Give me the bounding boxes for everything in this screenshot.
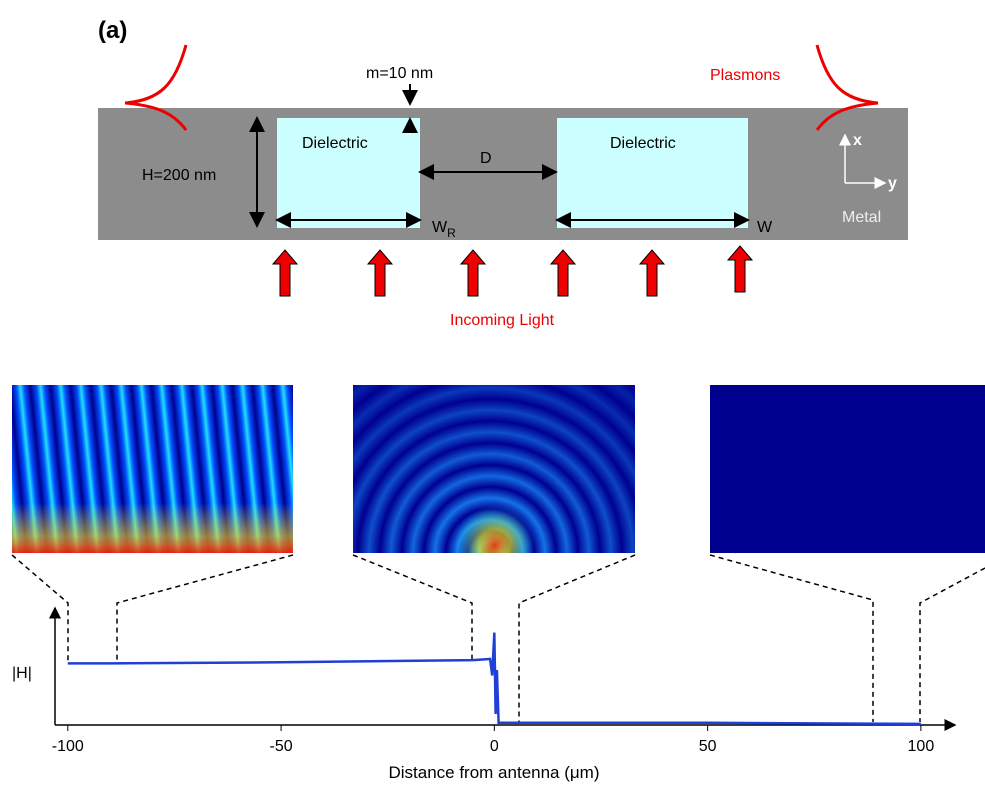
light-arrow: [461, 250, 485, 296]
width-r-sub: R: [447, 226, 456, 240]
metal-slab: [98, 108, 908, 240]
figure: (a) Plasmons m=10 nm H=200 nm Dielectric…: [0, 0, 985, 782]
panel-label: (a): [98, 17, 127, 44]
height-label: H=200 nm: [142, 167, 216, 184]
zoom-line: [920, 568, 985, 722]
y-axis-label: |H|: [12, 665, 32, 682]
data-line: [68, 633, 921, 724]
plasmons-label: Plasmons: [710, 67, 780, 84]
field-map-overlay: [12, 385, 293, 553]
light-label: Incoming Light: [450, 312, 555, 329]
zoom-line: [710, 555, 873, 722]
axis-x-label: x: [853, 132, 862, 149]
dielectric-label: Dielectric: [302, 135, 368, 152]
field-map-overlay: [353, 385, 635, 553]
x-axis-label: Distance from antenna (μm): [388, 763, 599, 782]
zoom-line: [12, 555, 68, 663]
gap-label: m=10 nm: [366, 65, 433, 82]
zoom-line: [353, 555, 472, 660]
light-arrow: [728, 246, 752, 292]
distance-label: D: [480, 150, 492, 167]
field-map: [710, 385, 985, 553]
light-arrow: [273, 250, 297, 296]
x-tick-label: 0: [490, 738, 499, 755]
axis-y-label: y: [888, 175, 897, 192]
light-arrows: [273, 246, 752, 296]
zoom-line: [519, 555, 635, 722]
light-arrow: [368, 250, 392, 296]
dielectric-label: Dielectric: [610, 135, 676, 152]
x-tick-label: 50: [699, 738, 717, 755]
width-r-main: W: [432, 219, 448, 236]
metal-label: Metal: [842, 209, 881, 226]
width-label: W: [757, 219, 773, 236]
light-arrow: [551, 250, 575, 296]
light-arrow: [640, 250, 664, 296]
x-tick-label: 100: [908, 738, 935, 755]
x-tick-label: -100: [52, 738, 84, 755]
x-tick-label: -50: [270, 738, 293, 755]
zoom-line: [117, 555, 293, 663]
